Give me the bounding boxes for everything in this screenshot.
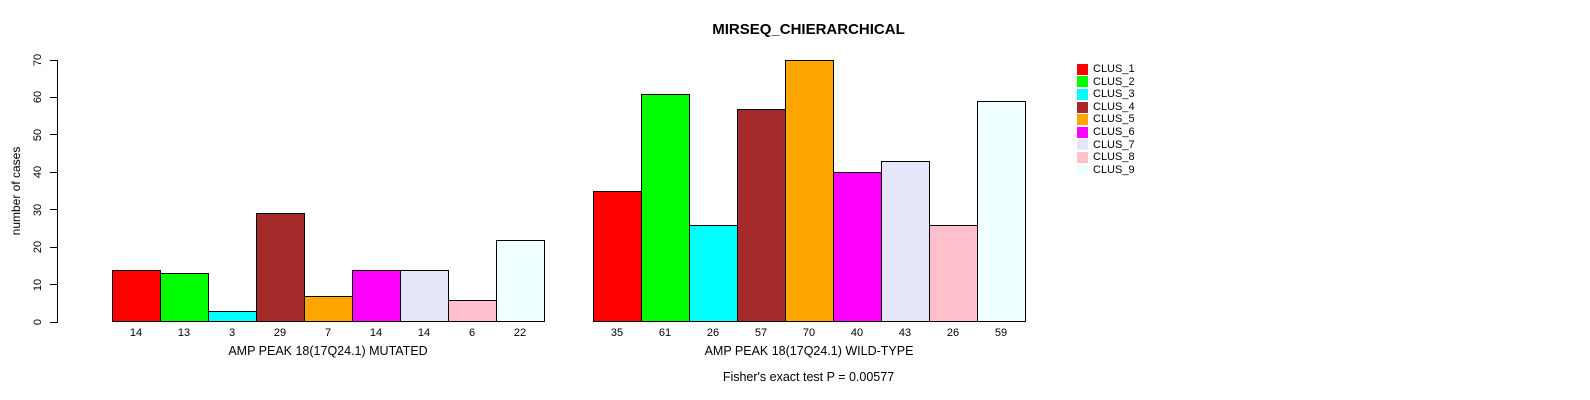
y-tick-label: 10	[32, 278, 44, 291]
y-tick	[50, 171, 57, 173]
legend-swatch	[1077, 126, 1088, 138]
legend-row: CLUS_2	[1077, 76, 1135, 89]
y-tick	[50, 246, 57, 248]
legend-label: CLUS_6	[1093, 125, 1135, 138]
bar-clus_2-group1	[160, 273, 209, 322]
y-axis-label: number of cases	[9, 146, 23, 236]
legend-row: CLUS_4	[1077, 101, 1135, 114]
legend: CLUS_1 CLUS_2 CLUS_3 CLUS_4 CLUS_5 CLUS_6 CLUS…	[1077, 63, 1135, 176]
legend-row: CLUS_1	[1077, 63, 1135, 76]
y-tick	[50, 59, 57, 61]
bar-value-label: 3	[228, 327, 236, 339]
legend-row: CLUS_6	[1077, 126, 1135, 139]
legend-swatch	[1077, 164, 1088, 176]
y-tick-label: 40	[32, 166, 44, 179]
y-tick-label: 70	[32, 53, 44, 67]
bar-clus_8-group1	[448, 300, 497, 322]
bar-value-label: 14	[129, 327, 143, 339]
bar-clus_8-group2	[929, 225, 978, 322]
bar-value-label: 43	[898, 327, 912, 339]
bar-clus_3-group1	[208, 311, 257, 322]
legend-label: CLUS_5	[1093, 113, 1135, 126]
legend-swatch	[1077, 139, 1088, 151]
legend-label: CLUS_7	[1093, 138, 1135, 151]
y-axis-line	[57, 60, 58, 323]
y-tick-label: 50	[32, 128, 44, 141]
bar-value-label: 7	[324, 327, 332, 339]
bar-clus_9-group1	[496, 240, 545, 322]
bar-clus_6-group2	[833, 172, 882, 322]
bar-value-label: 14	[417, 327, 431, 339]
bar-value-label: 6	[468, 327, 476, 339]
fisher-test-caption: Fisher's exact test P = 0.00577	[722, 370, 895, 384]
bar-clus_1-group2	[593, 191, 642, 322]
legend-swatch	[1077, 88, 1088, 100]
bar-value-label: 29	[273, 327, 287, 339]
y-tick	[50, 96, 57, 98]
bar-value-label: 14	[369, 327, 383, 339]
bar-value-label: 35	[610, 327, 624, 339]
legend-label: CLUS_4	[1093, 100, 1135, 113]
bar-value-label: 40	[850, 327, 864, 339]
y-tick-label: 20	[32, 241, 44, 254]
bar-value-label: 13	[177, 327, 191, 339]
y-tick	[50, 321, 57, 323]
legend-swatch	[1077, 63, 1088, 75]
bar-clus_5-group1	[304, 296, 353, 322]
bar-clus_9-group2	[977, 101, 1026, 322]
legend-row: CLUS_8	[1077, 151, 1135, 164]
bar-value-label: 57	[754, 327, 768, 339]
legend-swatch	[1077, 101, 1088, 113]
group-axis-label: AMP PEAK 18(17Q24.1) WILD-TYPE	[704, 344, 914, 358]
bar-value-label: 59	[994, 327, 1008, 339]
group-axis-label: AMP PEAK 18(17Q24.1) MUTATED	[228, 344, 428, 358]
bar-value-label: 61	[658, 327, 672, 339]
y-tick-label: 0	[32, 318, 44, 326]
legend-row: CLUS_5	[1077, 113, 1135, 126]
y-tick	[50, 284, 57, 286]
bar-clus_4-group2	[737, 109, 786, 322]
legend-row: CLUS_9	[1077, 164, 1135, 177]
y-tick-label: 60	[32, 91, 44, 104]
y-tick	[50, 209, 57, 211]
bar-value-label: 70	[802, 327, 816, 339]
bar-clus_3-group2	[689, 225, 738, 322]
bar-clus_1-group1	[112, 270, 161, 322]
legend-label: CLUS_2	[1093, 75, 1135, 88]
bar-value-label: 26	[706, 327, 720, 339]
bar-clus_5-group2	[785, 60, 834, 322]
bar-value-label: 26	[946, 327, 960, 339]
legend-swatch	[1077, 114, 1088, 126]
bar-clus_4-group1	[256, 213, 305, 322]
y-tick	[50, 134, 57, 136]
bar-clus_7-group2	[881, 161, 930, 322]
bar-clus_7-group1	[400, 270, 449, 322]
y-tick-label: 30	[32, 203, 44, 216]
bar-value-label: 22	[513, 327, 527, 339]
legend-label: CLUS_1	[1093, 63, 1135, 75]
legend-swatch	[1077, 76, 1088, 88]
legend-swatch	[1077, 151, 1088, 163]
legend-row: CLUS_7	[1077, 139, 1135, 152]
legend-label: CLUS_3	[1093, 88, 1135, 101]
legend-row: CLUS_3	[1077, 88, 1135, 101]
legend-label: CLUS_9	[1093, 163, 1135, 176]
bar-clus_2-group2	[641, 94, 690, 322]
bar-clus_6-group1	[352, 270, 401, 322]
chart-title: MIRSEQ_CHIERARCHICAL	[712, 21, 905, 38]
legend-label: CLUS_8	[1093, 151, 1135, 164]
